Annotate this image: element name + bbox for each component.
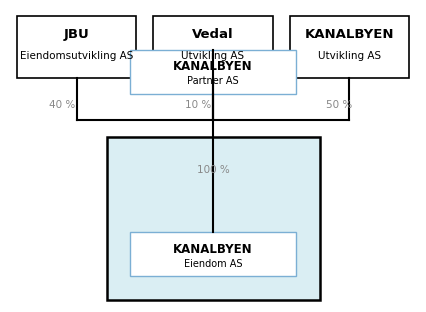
FancyBboxPatch shape <box>153 16 273 78</box>
Text: Vedal: Vedal <box>192 28 234 41</box>
Text: 100 %: 100 % <box>197 165 229 175</box>
Text: Partner AS: Partner AS <box>187 76 239 86</box>
Text: KANALBYEN: KANALBYEN <box>173 242 253 256</box>
Text: JBU: JBU <box>64 28 89 41</box>
FancyBboxPatch shape <box>130 50 296 94</box>
Text: Utvikling AS: Utvikling AS <box>181 51 245 61</box>
FancyBboxPatch shape <box>290 16 409 78</box>
Text: Eiendom AS: Eiendom AS <box>184 259 242 269</box>
FancyBboxPatch shape <box>17 16 136 78</box>
FancyBboxPatch shape <box>106 137 320 300</box>
Text: 40 %: 40 % <box>49 100 75 110</box>
Text: Utvikling AS: Utvikling AS <box>318 51 381 61</box>
Text: KANALBYEN: KANALBYEN <box>305 28 394 41</box>
Text: KANALBYEN: KANALBYEN <box>173 60 253 73</box>
FancyBboxPatch shape <box>130 232 296 276</box>
Text: Eiendomsutvikling AS: Eiendomsutvikling AS <box>20 51 133 61</box>
Text: 10 %: 10 % <box>185 100 212 110</box>
Text: 50 %: 50 % <box>326 100 352 110</box>
